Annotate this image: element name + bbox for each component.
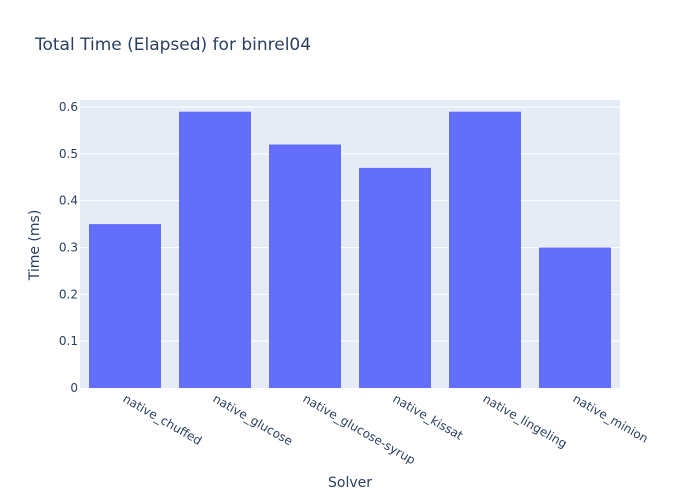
- x-tick-label: native_kissat: [391, 391, 466, 442]
- gridlines: [80, 106, 620, 342]
- y-tick-label: 0.2: [59, 287, 78, 301]
- x-tick-label: native_chuffed: [121, 391, 205, 447]
- y-tick-label: 0: [70, 381, 78, 395]
- bars: [89, 111, 611, 389]
- x-tick-label: native_glucose: [211, 391, 296, 448]
- y-tick-label: 0.6: [59, 100, 78, 114]
- bar-native_glucose: [179, 111, 251, 389]
- chart-title: Total Time (Elapsed) for binrel04: [34, 35, 311, 55]
- y-tick-label: 0.4: [59, 194, 78, 208]
- bar-native_glucose-syrup: [269, 144, 341, 388]
- x-axis-ticks: native_chuffed native_glucose native_gluco…: [121, 391, 651, 467]
- x-axis-title: Solver: [328, 475, 372, 491]
- x-tick-label: native_lingeling: [481, 391, 570, 450]
- plot-area: [80, 100, 620, 388]
- y-axis-title: Time (ms): [27, 210, 43, 282]
- bar-native_kissat: [359, 167, 431, 388]
- bar-native_lingeling: [449, 111, 521, 389]
- y-tick-label: 0.1: [59, 334, 78, 348]
- bar-native_minion: [539, 247, 611, 388]
- y-tick-label: 0.3: [59, 241, 78, 255]
- y-axis-ticks: 0 0.1 0.2 0.3 0.4 0.5 0.6: [59, 100, 78, 395]
- y-tick-label: 0.5: [59, 147, 78, 161]
- x-tick-label: native_minion: [571, 391, 651, 445]
- bar-native_chuffed: [89, 224, 161, 388]
